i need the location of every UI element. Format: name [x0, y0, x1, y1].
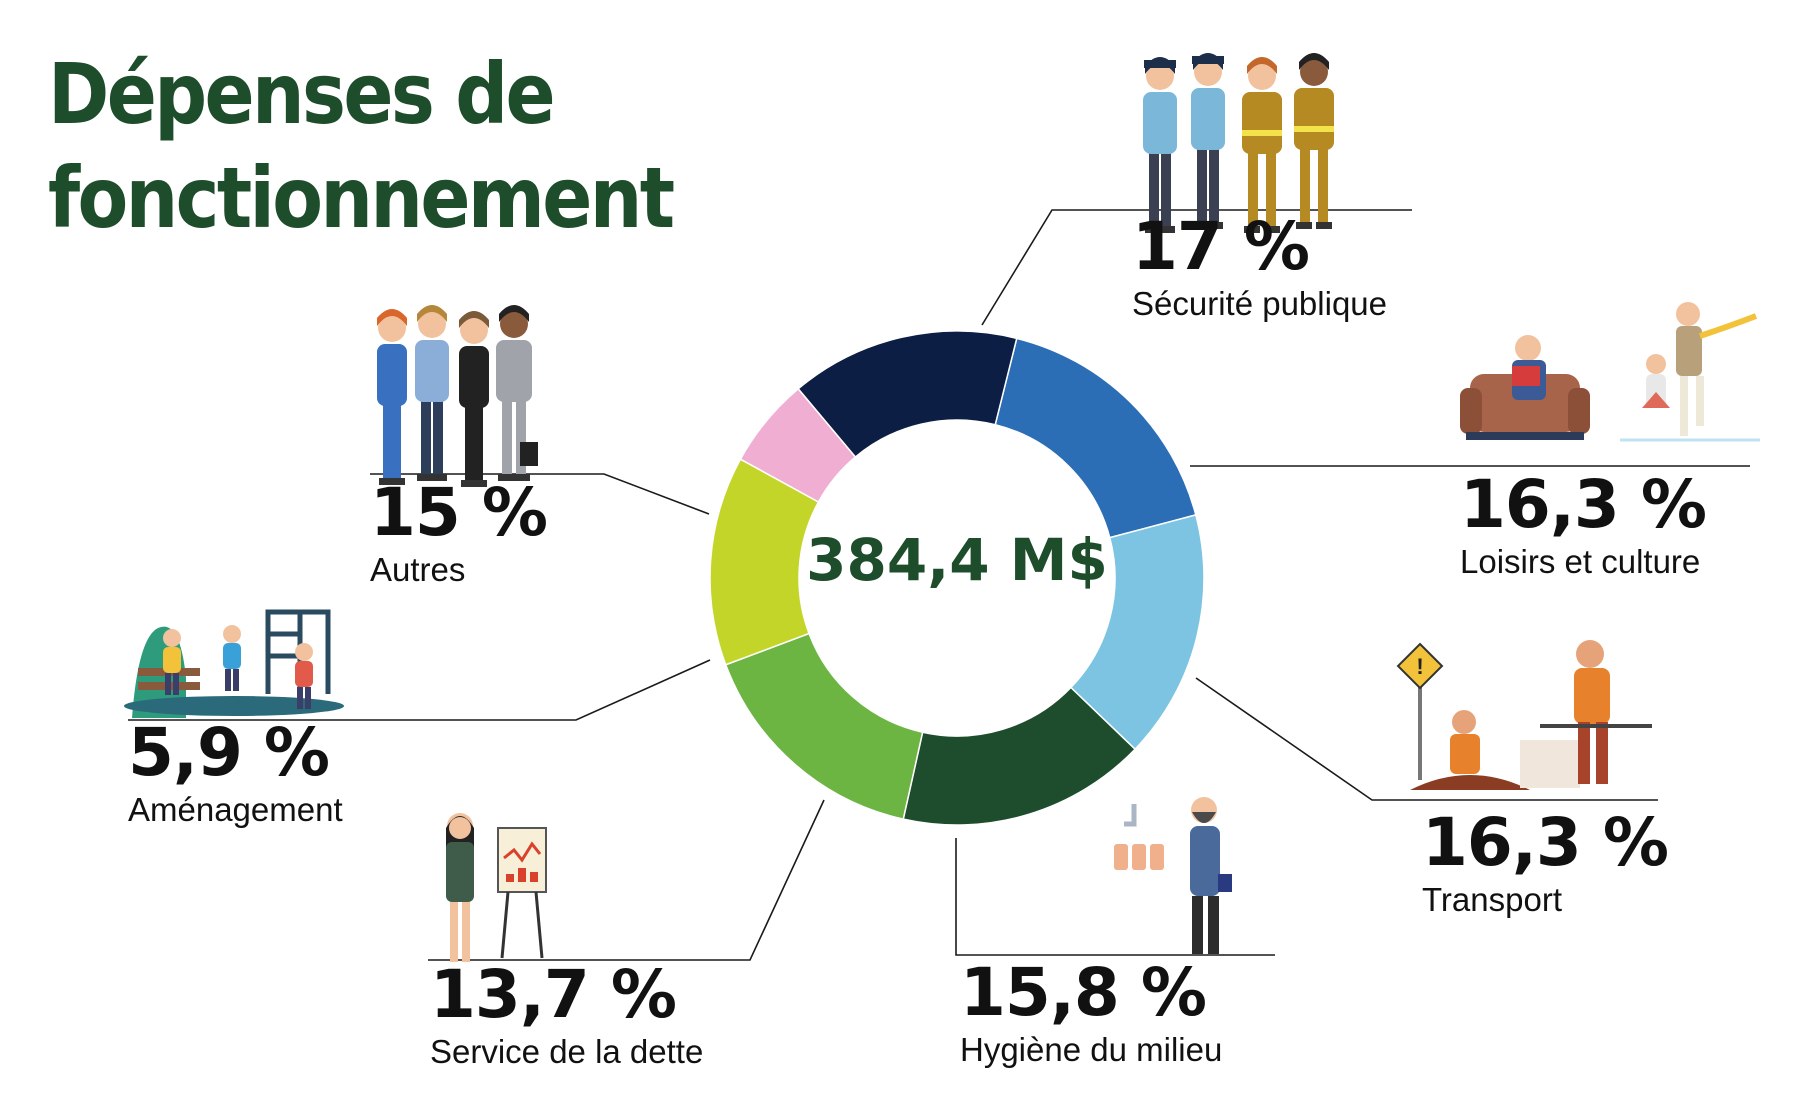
slice-value-label: 5,9 %	[128, 714, 330, 791]
chart-title-line-2: fonctionnement	[48, 149, 675, 247]
slice-category-label: Service de la dette	[430, 1033, 704, 1070]
slice-category-label: Transport	[1422, 881, 1562, 918]
svg-text:!: !	[1416, 654, 1423, 679]
label-transport: 16,3 % Transport	[1422, 804, 1669, 920]
slice-category-label: Loisirs et culture	[1460, 543, 1701, 580]
slice-category-label: Autres	[370, 551, 466, 588]
office-workers-icon	[377, 305, 538, 487]
leader-line-0	[981, 209, 1412, 326]
leader-line-4	[428, 799, 825, 961]
slice-value-label: 13,7 %	[430, 956, 677, 1033]
water-treatment-icon	[1114, 797, 1232, 954]
slice-value-label: 17 %	[1132, 208, 1310, 285]
label-loisirs-et-culture: 16,3 % Loisirs et culture	[1460, 466, 1707, 582]
slice-category-label: Aménagement	[128, 791, 343, 828]
label-securite-publique: 17 % Sécurité publique	[1132, 212, 1387, 324]
leisure-culture-icon	[1460, 302, 1760, 442]
leader-lines	[128, 209, 1750, 961]
slice-value-label: 15 %	[370, 474, 548, 551]
slice-category-label: Sécurité publique	[1132, 285, 1388, 322]
slice-category-label: Hygiène du milieu	[960, 1031, 1223, 1068]
public-safety-people-icon	[1143, 53, 1334, 233]
label-hygiene-du-milieu: 15,8 % Hygiène du milieu	[960, 958, 1222, 1070]
chart-title-line-1: Dépenses de	[48, 45, 556, 143]
leader-line-2	[1195, 677, 1658, 801]
leader-line-5	[128, 659, 711, 721]
leader-line-6	[370, 473, 710, 515]
label-amenagement: 5,9 % Aménagement	[128, 718, 343, 830]
center-total-label: 384,4 M$	[806, 526, 1108, 594]
donut-slice-6	[797, 330, 1018, 459]
leader-line-3	[955, 838, 1275, 956]
label-service-de-la-dette: 13,7 % Service de la dette	[430, 960, 703, 1072]
slice-value-label: 16,3 %	[1460, 466, 1707, 543]
chart-title: Dépenses de fonctionnement	[48, 42, 675, 250]
slice-value-label: 15,8 %	[960, 954, 1207, 1031]
donut-slice-3	[724, 632, 924, 820]
playground-icon	[124, 609, 344, 718]
donut-ring	[709, 330, 1205, 826]
slice-value-label: 16,3 %	[1422, 804, 1669, 881]
label-autres: 15 % Autres	[370, 474, 548, 590]
finance-presentation-icon	[446, 813, 547, 962]
road-workers-icon: !	[1396, 640, 1652, 790]
donut-slice-0	[994, 337, 1197, 539]
category-illustrations: !	[124, 53, 1760, 962]
